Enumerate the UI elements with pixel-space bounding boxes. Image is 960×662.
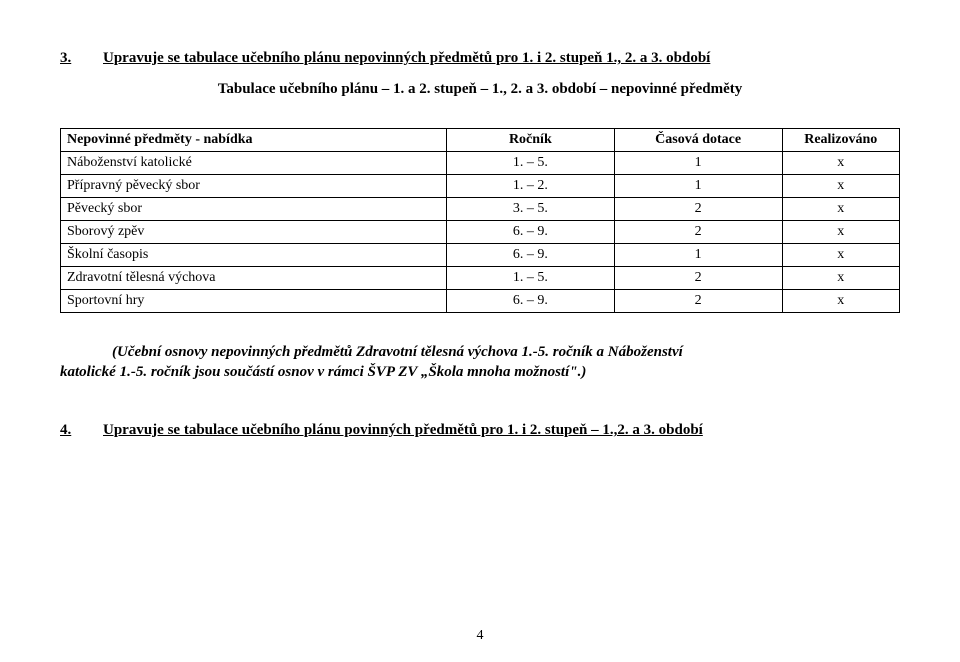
table-cell: x xyxy=(782,221,899,244)
table-cell: x xyxy=(782,152,899,175)
heading-number: 3. xyxy=(60,50,71,66)
table-cell: 2 xyxy=(614,267,782,290)
heading-text: Upravuje se tabulace učebního plánu povi… xyxy=(103,422,703,438)
table-row: Zdravotní tělesná výchova1. – 5.2x xyxy=(61,267,900,290)
table-cell: Pěvecký sbor xyxy=(61,198,447,221)
table-cell: x xyxy=(782,290,899,313)
subjects-table: Nepovinné předměty - nabídka Ročník Časo… xyxy=(60,128,900,313)
table-row: Pěvecký sbor3. – 5.2x xyxy=(61,198,900,221)
col-header: Časová dotace xyxy=(614,129,782,152)
table-cell: Školní časopis xyxy=(61,244,447,267)
table-cell: 1 xyxy=(614,244,782,267)
table-cell: 1 xyxy=(614,175,782,198)
table-cell: 2 xyxy=(614,198,782,221)
table-cell: 1. – 5. xyxy=(446,267,614,290)
col-header: Ročník xyxy=(446,129,614,152)
note-line1: (Učební osnovy nepovinných předmětů Zdra… xyxy=(112,344,683,360)
table-cell: Přípravný pěvecký sbor xyxy=(61,175,447,198)
table-cell: 6. – 9. xyxy=(446,244,614,267)
table-cell: Zdravotní tělesná výchova xyxy=(61,267,447,290)
note-line2-rest: jsou součástí osnov v rámci ŠVP ZV „Škol… xyxy=(191,364,587,380)
table-cell: Náboženství katolické xyxy=(61,152,447,175)
table-cell: 1. – 2. xyxy=(446,175,614,198)
table-row: Školní časopis6. – 9.1x xyxy=(61,244,900,267)
heading-text: Upravuje se tabulace učebního plánu nepo… xyxy=(103,50,710,66)
table-cell: x xyxy=(782,198,899,221)
page-number: 4 xyxy=(0,628,960,644)
table-cell: 6. – 9. xyxy=(446,290,614,313)
table-cell: 3. – 5. xyxy=(446,198,614,221)
table-cell: x xyxy=(782,244,899,267)
table-cell: Sportovní hry xyxy=(61,290,447,313)
subtitle: Tabulace učebního plánu – 1. a 2. stupeň… xyxy=(60,81,900,98)
heading-number: 4. xyxy=(60,422,71,438)
note-paragraph: (Učební osnovy nepovinných předmětů Zdra… xyxy=(60,343,900,382)
table-header-row: Nepovinné předměty - nabídka Ročník Časo… xyxy=(61,129,900,152)
table-cell: Sborový zpěv xyxy=(61,221,447,244)
table-cell: x xyxy=(782,267,899,290)
table-cell: x xyxy=(782,175,899,198)
table-row: Přípravný pěvecký sbor1. – 2.1x xyxy=(61,175,900,198)
table-row: Sportovní hry6. – 9.2x xyxy=(61,290,900,313)
section-heading-3: 3. Upravuje se tabulace učebního plánu n… xyxy=(60,50,900,67)
col-header: Nepovinné předměty - nabídka xyxy=(61,129,447,152)
table-cell: 1. – 5. xyxy=(446,152,614,175)
table-cell: 2 xyxy=(614,290,782,313)
section-heading-4: 4. Upravuje se tabulace učebního plánu p… xyxy=(60,422,900,439)
table-cell: 2 xyxy=(614,221,782,244)
table-row: Sborový zpěv6. – 9.2x xyxy=(61,221,900,244)
col-header: Realizováno xyxy=(782,129,899,152)
table-row: Náboženství katolické1. – 5.1x xyxy=(61,152,900,175)
table-cell: 1 xyxy=(614,152,782,175)
note-line2-bold: katolické 1.-5. ročník xyxy=(60,364,191,380)
table-cell: 6. – 9. xyxy=(446,221,614,244)
